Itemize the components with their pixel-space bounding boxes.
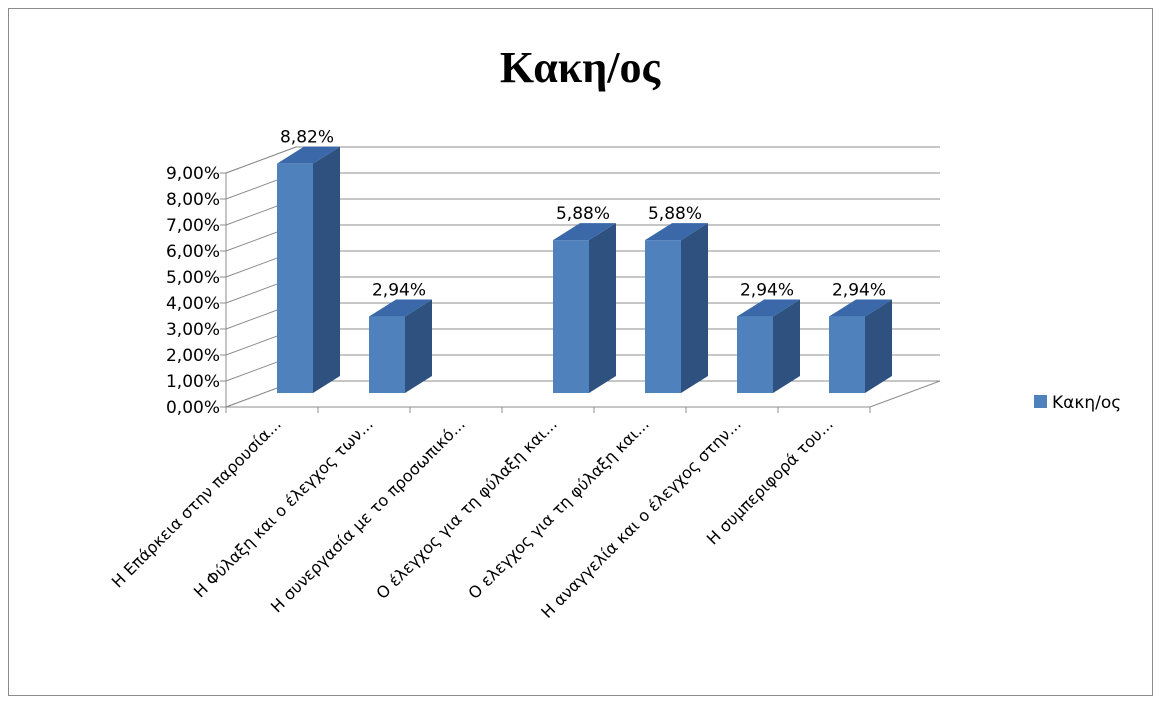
x-tick-label: Η συνεργασία με το προσωπικό... bbox=[267, 414, 469, 616]
y-tick-label: 4,00% bbox=[166, 294, 220, 314]
bar-side bbox=[313, 146, 340, 393]
y-tick-label: 1,00% bbox=[166, 372, 220, 392]
data-label: 2,94% bbox=[740, 281, 794, 301]
bar-side bbox=[589, 223, 616, 393]
gridline bbox=[225, 146, 940, 174]
data-label: 2,94% bbox=[372, 281, 426, 301]
bar-top bbox=[645, 223, 708, 241]
y-tick-label: 9,00% bbox=[166, 164, 220, 184]
x-tick-label: Ο έλεγχος για τη φύλαξη και... bbox=[372, 414, 560, 602]
data-label: 2,94% bbox=[832, 281, 886, 301]
y-tick-label: 5,00% bbox=[166, 268, 220, 288]
y-tick-label: 3,00% bbox=[166, 320, 220, 340]
bar-top bbox=[829, 299, 892, 317]
bar-front bbox=[369, 316, 405, 393]
y-tick-label: 0,00% bbox=[166, 398, 220, 418]
bar-side bbox=[773, 299, 800, 393]
y-axis-ticks: 0,00% 1,00% 2,00% 3,00% 4,00% 5,00% 6,00% 7,00%… bbox=[166, 164, 226, 418]
bar-top bbox=[277, 146, 340, 164]
x-tick-label: Η Φύλαξη και ο έλεγχος των... bbox=[190, 414, 377, 601]
bar bbox=[829, 299, 892, 393]
data-label: 8,82% bbox=[280, 128, 334, 148]
bar-side bbox=[865, 299, 892, 393]
bar-front bbox=[553, 240, 589, 393]
legend: Κακη/ος bbox=[1034, 393, 1121, 413]
x-tick-label: Η αναγγελία και ο έλεγχος στην... bbox=[537, 414, 745, 622]
bar bbox=[645, 223, 708, 393]
bar-top bbox=[369, 299, 432, 317]
x-axis-labels: Η Επάρκεια στην παρουσία...Η Φύλαξη και … bbox=[108, 407, 871, 622]
legend-label: Κακη/ος bbox=[1052, 393, 1121, 413]
x-tick-label: Η Επάρκεια στην παρουσία... bbox=[108, 414, 285, 591]
bar-top bbox=[737, 299, 800, 317]
bar-side bbox=[405, 299, 432, 393]
bar bbox=[553, 223, 616, 393]
bars bbox=[277, 146, 892, 393]
bar bbox=[369, 299, 432, 393]
bar-front bbox=[829, 316, 865, 393]
x-tick-label: Ο ελεγχος για τη φύλαξη και... bbox=[464, 414, 652, 602]
y-tick-label: 7,00% bbox=[166, 216, 220, 236]
y-tick-label: 2,00% bbox=[166, 346, 220, 366]
bar-front bbox=[277, 163, 313, 393]
bar bbox=[277, 146, 340, 393]
bar-front bbox=[737, 316, 773, 393]
bar-front bbox=[645, 240, 681, 393]
data-label: 5,88% bbox=[556, 204, 610, 224]
legend-swatch bbox=[1034, 395, 1047, 408]
bar bbox=[737, 299, 800, 393]
y-tick-label: 6,00% bbox=[166, 242, 220, 262]
chart-title: Κακη/ος bbox=[500, 43, 662, 92]
bar-top bbox=[553, 223, 616, 241]
bar-side bbox=[681, 223, 708, 393]
data-label: 5,88% bbox=[648, 204, 702, 224]
data-labels: 8,82% 2,94% 5,88% 5,88% 2,94% 2,94% bbox=[280, 128, 886, 301]
y-tick-label: 8,00% bbox=[166, 190, 220, 210]
